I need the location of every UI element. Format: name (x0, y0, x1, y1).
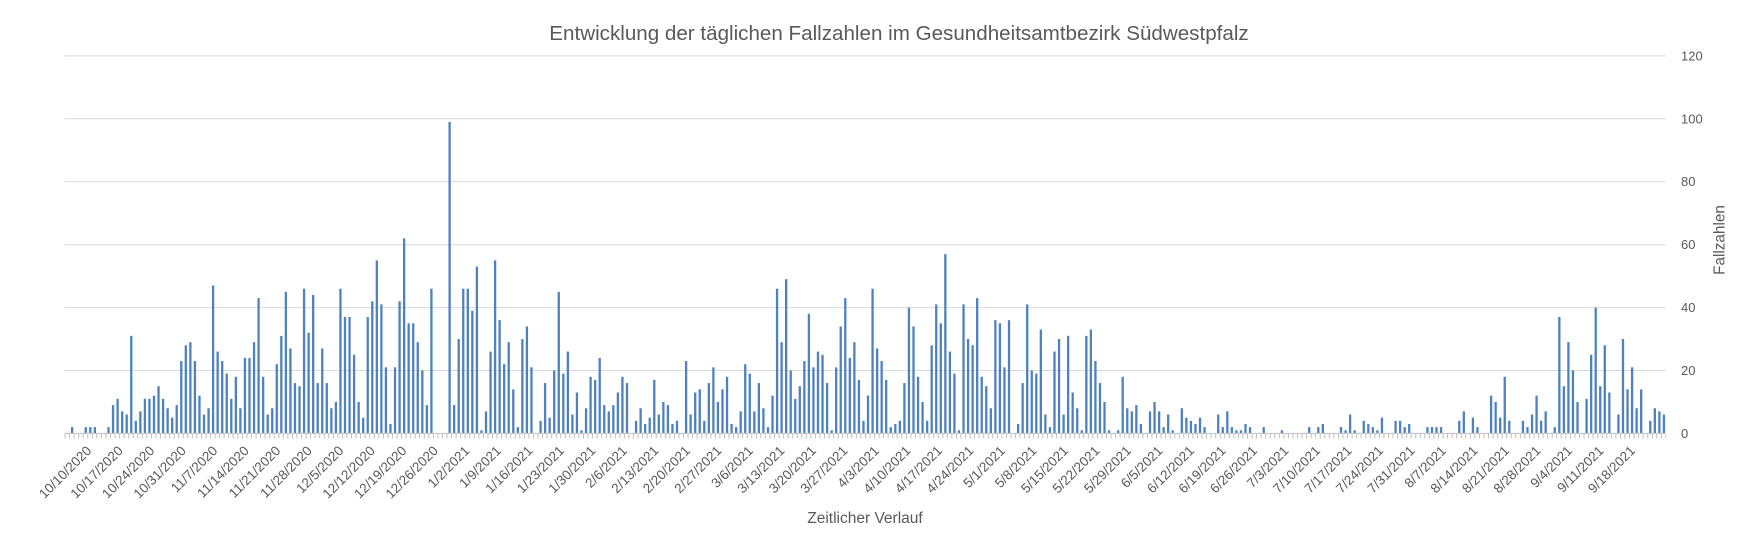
svg-text:40: 40 (1681, 300, 1695, 315)
svg-text:Entwicklung der täglichen Fall: Entwicklung der täglichen Fallzahlen im … (549, 22, 1248, 45)
svg-text:20: 20 (1681, 363, 1695, 378)
svg-text:0: 0 (1681, 426, 1688, 441)
svg-text:120: 120 (1681, 48, 1703, 63)
svg-text:Zeitlicher Verlauf: Zeitlicher Verlauf (807, 510, 923, 527)
svg-text:60: 60 (1681, 237, 1695, 252)
svg-text:Fallzahlen: Fallzahlen (1712, 205, 1729, 275)
svg-text:80: 80 (1681, 174, 1695, 189)
svg-text:100: 100 (1681, 111, 1703, 126)
